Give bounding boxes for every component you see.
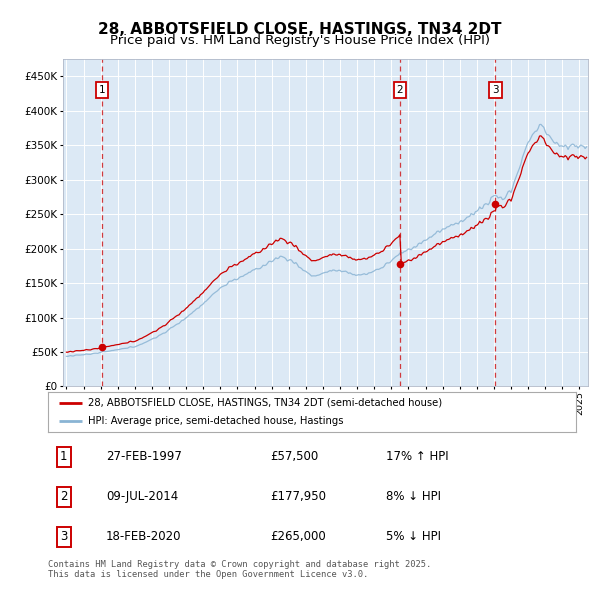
Text: 5% ↓ HPI: 5% ↓ HPI — [386, 530, 441, 543]
Text: 27-FEB-1997: 27-FEB-1997 — [106, 450, 182, 463]
Text: 1: 1 — [99, 85, 106, 95]
Text: 2: 2 — [60, 490, 68, 503]
Text: 28, ABBOTSFIELD CLOSE, HASTINGS, TN34 2DT (semi-detached house): 28, ABBOTSFIELD CLOSE, HASTINGS, TN34 2D… — [88, 398, 442, 408]
Text: Price paid vs. HM Land Registry's House Price Index (HPI): Price paid vs. HM Land Registry's House … — [110, 34, 490, 47]
Text: £57,500: £57,500 — [270, 450, 318, 463]
Text: HPI: Average price, semi-detached house, Hastings: HPI: Average price, semi-detached house,… — [88, 416, 343, 426]
Text: 17% ↑ HPI: 17% ↑ HPI — [386, 450, 449, 463]
Text: £177,950: £177,950 — [270, 490, 326, 503]
Text: 28, ABBOTSFIELD CLOSE, HASTINGS, TN34 2DT: 28, ABBOTSFIELD CLOSE, HASTINGS, TN34 2D… — [98, 22, 502, 37]
Text: £265,000: £265,000 — [270, 530, 326, 543]
Text: 1: 1 — [60, 450, 68, 463]
Text: 18-FEB-2020: 18-FEB-2020 — [106, 530, 182, 543]
Text: 3: 3 — [492, 85, 499, 95]
Text: 09-JUL-2014: 09-JUL-2014 — [106, 490, 178, 503]
Text: 8% ↓ HPI: 8% ↓ HPI — [386, 490, 441, 503]
Text: Contains HM Land Registry data © Crown copyright and database right 2025.
This d: Contains HM Land Registry data © Crown c… — [48, 560, 431, 579]
Text: 3: 3 — [60, 530, 68, 543]
Text: 2: 2 — [397, 85, 403, 95]
